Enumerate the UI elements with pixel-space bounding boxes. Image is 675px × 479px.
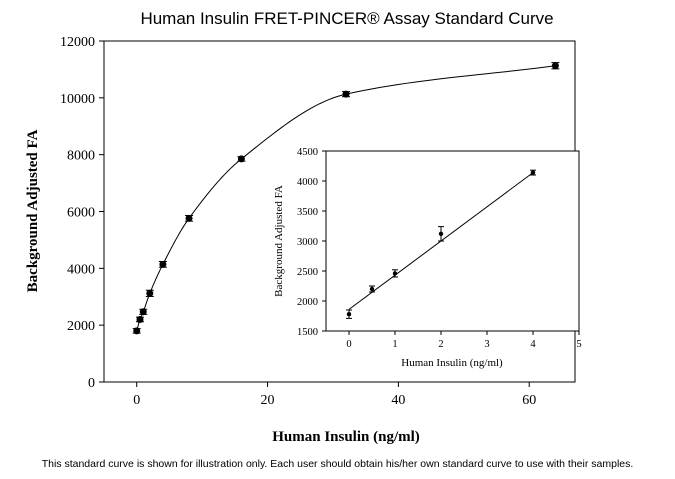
inset-data-point [369,285,375,293]
inset-x-tick-label: 4 [530,339,536,350]
main-y-tick-label: 8000 [67,149,95,164]
main-data-point [237,155,246,163]
inset-y-tick-label: 4000 [297,177,318,188]
main-data-point [185,214,194,222]
main-x-tick-label: 60 [522,393,536,408]
inset-data-point [346,309,352,319]
main-y-tick-label: 6000 [67,206,95,221]
inset-plot: 0 1 2 3 4 5 1500 2000 2500 3000 3500 4000 4500 Human… [273,147,582,369]
main-data-point [139,308,148,316]
inset-x-tick-label: 1 [392,339,397,350]
chart-title: Human Insulin FRET-PINCER® Assay Standar… [140,9,553,28]
inset-y-tick-label: 4500 [297,147,318,158]
main-marker [133,327,141,335]
main-marker [185,214,193,222]
inset-y-tick-label: 2500 [297,267,318,278]
inset-marker [346,312,352,317]
main-x-tick-label: 20 [261,393,275,408]
main-data-point [551,62,560,70]
inset-data-point [530,169,536,176]
inset-y-tick-label: 3000 [297,237,318,248]
inset-x-tick-label: 0 [346,339,351,350]
main-data-point [158,260,167,268]
main-y-tick-label: 0 [88,376,95,391]
main-y-axis-label: Background Adjusted FA [25,129,41,292]
inset-background [326,151,579,331]
inset-marker [369,286,375,292]
inset-marker [438,231,444,236]
main-marker [136,315,144,323]
main-data-point [135,315,144,323]
main-marker [159,260,167,268]
main-x-axis-label: Human Insulin (ng/ml) [272,429,420,445]
main-marker [139,308,147,316]
inset-x-tick-label: 2 [438,339,443,350]
main-x-tick-label: 0 [133,393,140,408]
main-y-tick-label: 2000 [67,319,95,334]
main-y-tick-label: 10000 [60,92,95,107]
main-y-tick-label: 4000 [67,262,95,277]
inset-data-point [392,269,398,278]
inset-x-tick-label: 5 [576,339,581,350]
main-x-tick-label: 40 [391,393,405,408]
inset-y-tick-label: 3500 [297,207,318,218]
main-data-point [145,289,154,297]
main-y-tick-label: 12000 [60,35,95,50]
inset-x-tick-label: 3 [484,339,489,350]
inset-y-axis-label: Background Adjusted FA [273,185,285,297]
inset-marker [392,271,398,276]
main-marker [237,155,245,163]
inset-y-tick-label: 1500 [297,327,318,338]
inset-y-tick-label: 2000 [297,297,318,308]
main-data-point [342,90,351,98]
main-marker [551,62,559,70]
main-marker [342,90,350,98]
inset-marker [530,170,536,175]
inset-data-point [438,226,444,242]
disclaimer-caption: This standard curve is shown for illustr… [41,458,634,470]
main-marker [146,289,154,297]
inset-x-axis-label: Human Insulin (ng/ml) [401,357,503,369]
main-data-point [132,327,141,335]
